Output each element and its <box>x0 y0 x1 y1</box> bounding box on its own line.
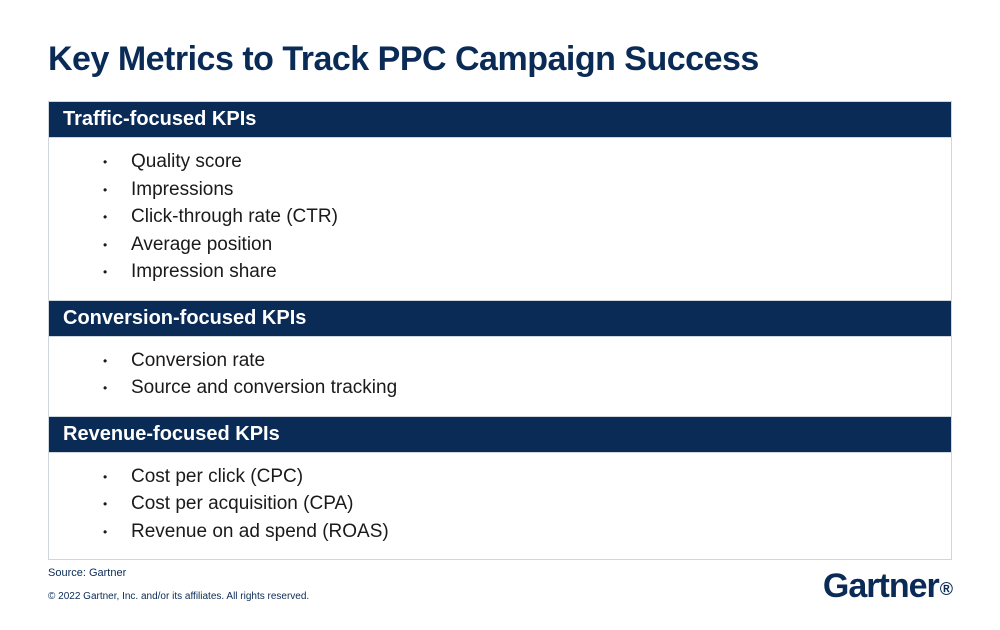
list-item: Cost per acquisition (CPA) <box>103 490 937 518</box>
list-item: Average position <box>103 231 937 259</box>
list-item: Impression share <box>103 258 937 286</box>
section-body-conversion: Conversion rate Source and conversion tr… <box>49 337 951 417</box>
gartner-logo: Gartner® <box>823 567 952 606</box>
section-header-revenue: Revenue-focused KPIs <box>49 417 951 453</box>
copyright-text: © 2022 Gartner, Inc. and/or its affiliat… <box>48 591 309 602</box>
section-header-conversion: Conversion-focused KPIs <box>49 301 951 337</box>
list-item: Source and conversion tracking <box>103 374 937 402</box>
source-text: Source: Gartner <box>48 567 309 579</box>
section-header-traffic: Traffic-focused KPIs <box>49 102 951 138</box>
section-body-revenue: Cost per click (CPC) Cost per acquisitio… <box>49 453 951 561</box>
page-title: Key Metrics to Track PPC Campaign Succes… <box>48 40 952 79</box>
list-item: Quality score <box>103 148 937 176</box>
logo-mark: ® <box>940 579 952 599</box>
list-item: Click-through rate (CTR) <box>103 203 937 231</box>
kpi-table: Traffic-focused KPIs Quality score Impre… <box>48 101 952 560</box>
list-item: Impressions <box>103 176 937 204</box>
logo-text: Gartner <box>823 567 939 605</box>
section-body-traffic: Quality score Impressions Click-through … <box>49 138 951 301</box>
list-item: Conversion rate <box>103 347 937 375</box>
footer: Source: Gartner © 2022 Gartner, Inc. and… <box>48 567 309 602</box>
list-item: Revenue on ad spend (ROAS) <box>103 518 937 546</box>
list-item: Cost per click (CPC) <box>103 463 937 491</box>
